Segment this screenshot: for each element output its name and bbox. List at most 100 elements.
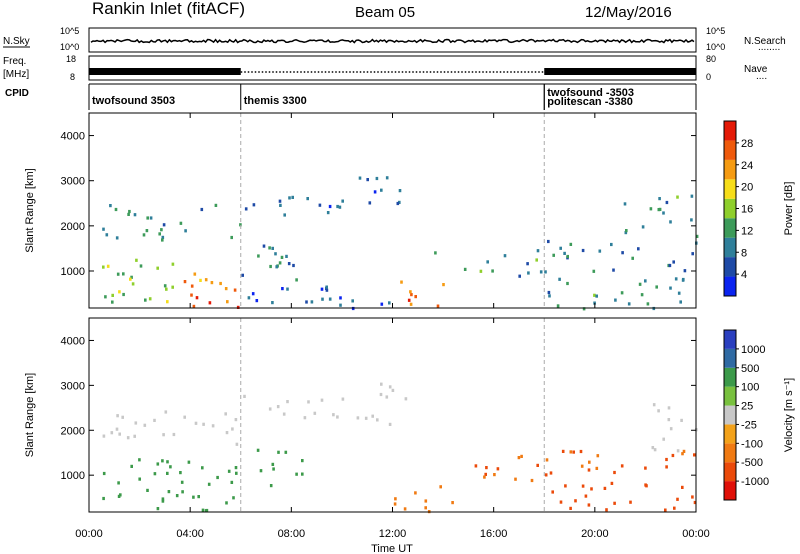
data-cell bbox=[624, 231, 628, 235]
data-cell bbox=[556, 304, 560, 308]
data-cell bbox=[527, 271, 530, 275]
data-cell bbox=[385, 176, 389, 180]
data-cell bbox=[544, 270, 547, 274]
data-cell bbox=[234, 418, 238, 422]
colorbar-tick-label: 500 bbox=[741, 363, 759, 375]
data-cell bbox=[235, 471, 238, 475]
data-cell bbox=[536, 249, 540, 253]
nave-tick-bottom: 0 bbox=[706, 72, 711, 82]
data-cell bbox=[287, 262, 291, 266]
data-cell bbox=[530, 478, 534, 483]
data-cell bbox=[398, 189, 402, 193]
colorbar-tick-label: 20 bbox=[741, 182, 753, 194]
colorbar-swatch bbox=[724, 405, 736, 425]
data-cell bbox=[463, 267, 467, 271]
panel-bg bbox=[89, 318, 696, 512]
noise-tick-left-top: 10^5 bbox=[60, 26, 79, 36]
data-cell bbox=[127, 212, 130, 216]
data-cell bbox=[483, 475, 486, 479]
data-cell bbox=[271, 301, 274, 305]
data-cell bbox=[325, 285, 328, 289]
data-cell bbox=[610, 242, 613, 247]
data-cell bbox=[139, 264, 143, 268]
data-cell bbox=[146, 488, 149, 492]
data-cell bbox=[484, 472, 487, 476]
data-cell bbox=[262, 244, 266, 248]
data-cell bbox=[279, 203, 282, 207]
data-cell bbox=[102, 434, 106, 438]
colorbar-swatch bbox=[724, 424, 736, 444]
data-cell bbox=[275, 265, 278, 269]
data-cell bbox=[338, 205, 342, 209]
data-cell bbox=[161, 497, 165, 501]
data-cell bbox=[552, 253, 555, 257]
data-cell bbox=[407, 298, 411, 302]
data-cell bbox=[623, 202, 627, 206]
colorbar-swatch bbox=[724, 159, 736, 180]
data-cell bbox=[681, 485, 684, 489]
data-cell bbox=[110, 431, 114, 435]
data-cell bbox=[271, 246, 274, 250]
data-cell bbox=[162, 223, 166, 227]
data-cell bbox=[545, 458, 549, 462]
nave-dots: .... bbox=[756, 71, 767, 82]
data-cell bbox=[208, 301, 212, 305]
noise-tick-right-bottom: 10^0 bbox=[706, 42, 725, 52]
data-cell bbox=[251, 292, 255, 296]
data-cell bbox=[295, 278, 298, 282]
data-cell bbox=[117, 494, 121, 498]
data-cell bbox=[394, 497, 397, 501]
data-cell bbox=[122, 292, 125, 297]
data-cell bbox=[234, 466, 238, 470]
data-cell bbox=[479, 269, 483, 273]
y-tick-label: 1000 bbox=[61, 266, 85, 278]
y-tick-label: 1000 bbox=[61, 470, 85, 482]
data-cell bbox=[669, 220, 672, 224]
data-cell bbox=[118, 432, 121, 436]
data-cell bbox=[536, 463, 539, 467]
data-cell bbox=[613, 501, 616, 505]
data-cell bbox=[106, 264, 110, 268]
colorbar-swatch bbox=[724, 198, 736, 219]
data-cell bbox=[115, 427, 119, 431]
data-cell bbox=[627, 302, 631, 306]
data-cell bbox=[351, 299, 354, 303]
freq-trace bbox=[89, 68, 696, 75]
time-axis: 00:00 04:00 08:00 12:00 16:00 20:00 00:00 bbox=[75, 528, 710, 540]
colorbar-swatch bbox=[724, 330, 736, 349]
colorbar-tick-label: 12 bbox=[741, 225, 753, 237]
data-cell bbox=[224, 287, 228, 291]
power-colorbar: 4 8 12 16 20 24 28 Power [dB] bbox=[723, 120, 795, 297]
data-cell bbox=[117, 481, 120, 485]
data-cell bbox=[134, 421, 138, 425]
data-cell bbox=[162, 433, 165, 437]
data-cell bbox=[595, 466, 599, 470]
data-cell bbox=[451, 501, 454, 505]
y-axis-label: Slant Range [km] bbox=[24, 373, 36, 457]
freq-unit: [MHz] bbox=[3, 69, 29, 80]
data-cell bbox=[587, 468, 591, 472]
data-cell bbox=[328, 297, 332, 301]
data-cell bbox=[404, 397, 408, 401]
data-cell bbox=[277, 450, 280, 454]
data-cell bbox=[491, 269, 494, 273]
data-cell bbox=[593, 293, 596, 297]
data-cell bbox=[133, 213, 137, 217]
colorbar-tick-label: -100 bbox=[741, 438, 763, 450]
data-cell bbox=[205, 508, 209, 513]
data-cell bbox=[153, 418, 156, 422]
data-cell bbox=[503, 254, 507, 258]
data-cell bbox=[226, 300, 229, 304]
data-cell bbox=[171, 285, 174, 289]
data-cell bbox=[493, 473, 496, 477]
data-cell bbox=[520, 454, 523, 458]
data-cell bbox=[403, 507, 407, 511]
data-cell bbox=[674, 277, 678, 281]
data-cell bbox=[105, 233, 109, 237]
data-cell bbox=[620, 464, 624, 468]
data-cell bbox=[690, 194, 694, 198]
data-cell bbox=[160, 228, 163, 232]
data-cell bbox=[581, 248, 585, 253]
data-cell bbox=[283, 213, 286, 217]
data-cell bbox=[172, 432, 176, 437]
